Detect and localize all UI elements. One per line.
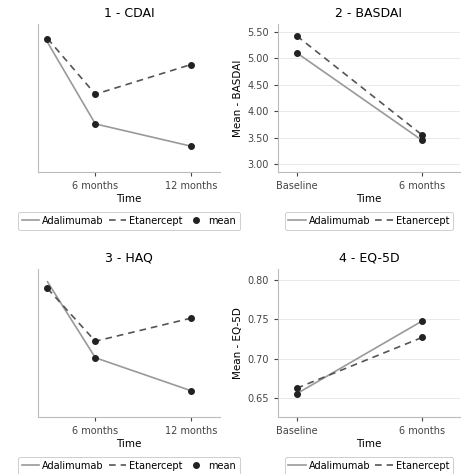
Title: 3 - HAQ: 3 - HAQ [105,252,153,264]
Legend: Adalimumab, Etanercept: Adalimumab, Etanercept [284,212,453,229]
Title: 2 - BASDAI: 2 - BASDAI [336,7,402,20]
Legend: Adalimumab, Etanercept: Adalimumab, Etanercept [284,457,453,474]
Title: 4 - EQ-5D: 4 - EQ-5D [338,252,399,264]
X-axis label: Time: Time [356,439,382,449]
Y-axis label: Mean - BASDAI: Mean - BASDAI [233,59,243,137]
X-axis label: Time: Time [356,194,382,204]
Title: 1 - CDAI: 1 - CDAI [103,7,154,20]
Legend: Adalimumab, Etanercept, mean: Adalimumab, Etanercept, mean [18,212,240,229]
Legend: Adalimumab, Etanercept, mean: Adalimumab, Etanercept, mean [18,457,240,474]
X-axis label: Time: Time [116,439,142,449]
Y-axis label: Mean - EQ-5D: Mean - EQ-5D [233,307,243,379]
X-axis label: Time: Time [116,194,142,204]
